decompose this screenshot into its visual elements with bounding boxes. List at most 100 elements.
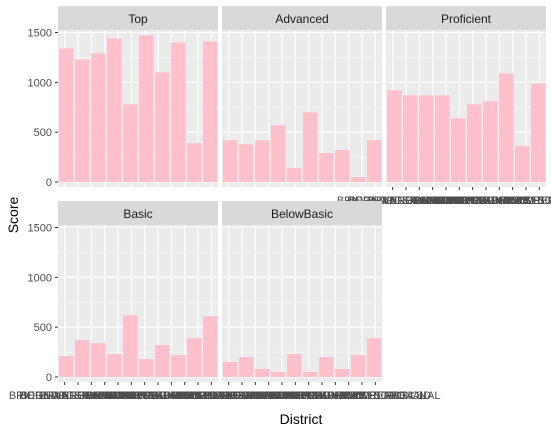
bar xyxy=(155,345,170,377)
bar xyxy=(187,143,202,182)
bar xyxy=(271,372,286,377)
y-axis-title: Score xyxy=(5,197,21,234)
x-tick-label: HILLSBOROUGH TWP xyxy=(415,195,530,207)
bar xyxy=(187,338,202,377)
bar xyxy=(303,372,318,377)
bar xyxy=(239,144,254,182)
x-tick-label: MONTGOMERY TWP xyxy=(432,195,540,207)
bar xyxy=(59,356,74,377)
bar xyxy=(255,140,270,182)
x-tick-label: BRANCHBURG TWP xyxy=(39,390,145,402)
y-tick-label: 500 xyxy=(34,322,52,334)
x-tick-label: SOMERSET AREA SD xyxy=(155,390,267,402)
y-tick-label: 1000 xyxy=(28,77,52,89)
bar xyxy=(171,355,186,377)
y-tick-label: 0 xyxy=(46,372,52,384)
x-tick-label: NORTH PLAINFIELD BORO xyxy=(265,390,406,402)
x-tick-label: MONTGOMERY TWP xyxy=(104,390,212,402)
bar xyxy=(351,355,366,377)
bar xyxy=(287,168,302,182)
facet-strip-label: BelowBasic xyxy=(271,207,333,221)
bar xyxy=(287,354,302,377)
facet-strip-label: Advanced xyxy=(275,12,328,26)
bar xyxy=(303,112,318,182)
x-tick-label: HILLSBOROUGH TWP xyxy=(87,390,202,402)
bar xyxy=(223,140,238,182)
bar xyxy=(351,177,366,182)
bar xyxy=(91,53,106,183)
x-tick-label: BOUND BROOK BORO xyxy=(183,390,301,402)
bar xyxy=(171,42,186,182)
bar xyxy=(123,315,138,377)
bar xyxy=(155,72,170,182)
bar xyxy=(139,35,154,182)
facet-strip-label: Proficient xyxy=(441,12,492,26)
facet-strip-label: Top xyxy=(128,12,148,26)
x-tick-label: GREEN BROOK TWP xyxy=(77,390,186,402)
x-tick-label: BRIDGEWATER-RARITAN REGIONAL xyxy=(337,195,529,207)
bar xyxy=(203,316,218,377)
bar xyxy=(203,41,218,182)
bar xyxy=(335,150,350,182)
facet-panels: Top 0 500 1000 1500 Advanced Proficient BERNARD… xyxy=(9,6,551,402)
bar xyxy=(367,338,382,377)
x-tick-label: WATCHUNG HILLS REGIONAL xyxy=(283,390,440,402)
bar xyxy=(319,357,334,377)
x-tick-label: FRANKLIN TWP xyxy=(77,390,159,402)
y-tick-label: 1000 xyxy=(28,272,52,284)
x-tick-label: BRIDGEWATER-RARITAN REGIONAL xyxy=(9,390,201,402)
x-tick-label: BRANCHBURG TWP xyxy=(203,390,309,402)
x-tick-label: WATCHUNG HILLS REGIONAL xyxy=(119,390,276,402)
x-tick-label: SOMERSET HILLS REGIONAL xyxy=(107,390,262,402)
bar xyxy=(515,146,530,182)
x-tick-label: HILLSBOROUGH TWP xyxy=(251,390,366,402)
x-tick-label: SOMERSET HILLS REGIONAL xyxy=(271,390,426,402)
x-tick-label: MONTGOMERY TWP xyxy=(268,390,376,402)
bar xyxy=(531,83,546,182)
facet-strip xyxy=(58,6,218,30)
bar xyxy=(387,90,402,182)
x-tick-label: NORTH PLAINFIELD BORO xyxy=(429,195,551,207)
facet-strip xyxy=(386,6,546,30)
bar xyxy=(271,125,286,182)
bar xyxy=(451,118,466,182)
bar xyxy=(419,95,434,182)
x-tick-label: BERNARDS TWP xyxy=(20,390,108,402)
bar xyxy=(75,59,90,182)
x-tick-label: WATCHUNG HILLS REGIONAL xyxy=(447,195,551,207)
bar xyxy=(239,357,254,377)
bar xyxy=(483,101,498,182)
bar xyxy=(59,48,74,182)
x-tick-label: FRANKLIN TWP xyxy=(241,390,323,402)
y-tick-label: 0 xyxy=(46,177,52,189)
bar xyxy=(123,104,138,182)
bar xyxy=(499,73,514,182)
bar xyxy=(435,95,450,182)
y-tick-label: 500 xyxy=(34,127,52,139)
bar xyxy=(223,362,238,377)
x-axis-title: District xyxy=(280,411,323,427)
bar xyxy=(107,38,122,183)
y-tick-label: 1500 xyxy=(28,28,52,40)
x-tick-label: SOMERSET AREA SD xyxy=(483,195,551,207)
x-tick-label: GREEN BROOK TWP xyxy=(405,195,514,207)
x-tick-label: GREEN BROOK TWP xyxy=(241,390,350,402)
x-tick-label: FRANKLIN TWP xyxy=(405,195,487,207)
bar xyxy=(91,343,106,377)
y-tick-label: 1500 xyxy=(28,223,52,235)
x-tick-label: BRANCHBURG TWP xyxy=(367,195,473,207)
facet-strip xyxy=(58,201,218,225)
bar xyxy=(139,359,154,377)
x-tick-label: BRIDGEWATER-RARITAN REGIONAL xyxy=(173,390,365,402)
bar xyxy=(403,95,418,182)
x-tick-label: SOMERSET HILLS REGIONAL xyxy=(435,195,551,207)
bar xyxy=(75,340,90,377)
x-tick-label: BERNARDS TWP xyxy=(184,390,272,402)
facet-strip xyxy=(222,201,382,225)
bar xyxy=(467,104,482,182)
x-tick-label: NORTH PLAINFIELD BORO xyxy=(101,390,242,402)
bar xyxy=(107,354,122,377)
x-tick-label: BOUND BROOK BORO xyxy=(19,390,137,402)
bar xyxy=(335,369,350,377)
